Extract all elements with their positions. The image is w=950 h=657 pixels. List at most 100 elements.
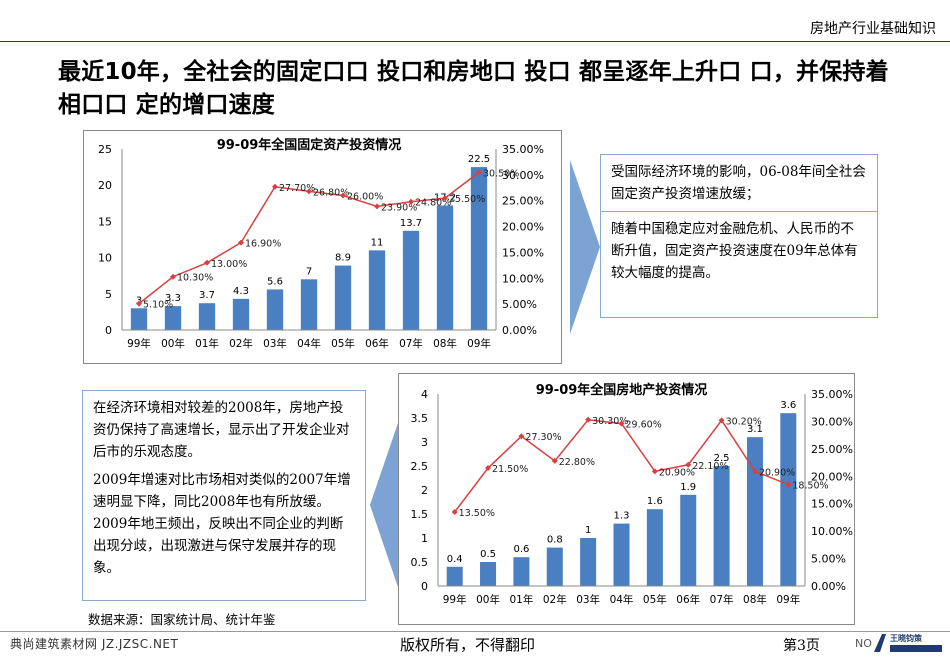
y-tick-label: 0 (421, 580, 428, 593)
bar-value-label: 11 (371, 237, 384, 248)
x-tick-label: 05年 (331, 337, 355, 350)
y-tick-label: 15 (98, 215, 112, 228)
x-tick-label: 03年 (263, 337, 287, 350)
x-tick-label: 02年 (229, 337, 253, 350)
bar-value-label: 0.5 (480, 549, 496, 560)
growth-value-label: 29.60% (626, 420, 662, 431)
bar (546, 547, 563, 586)
growth-value-label: 22.10% (692, 461, 728, 472)
bar-value-label: 1.6 (647, 496, 663, 507)
growth-point (618, 420, 625, 427)
x-tick-label: 08年 (433, 337, 457, 350)
growth-value-label: 23.90% (381, 202, 417, 213)
y-tick-label: 10 (98, 252, 112, 265)
bar-value-label: 7 (306, 266, 312, 277)
bar (232, 298, 250, 330)
y-tick-label: 0 (105, 324, 112, 337)
growth-point (374, 203, 380, 210)
note-top-2: 随着中国稳定应对金融危机、人民币的不断升值，固定资产投资速度在09年总体有较大幅… (611, 221, 858, 281)
bar-value-label: 3.6 (780, 400, 796, 411)
y2-tick-label: 25.00% (502, 195, 544, 208)
bar (300, 279, 318, 330)
y2-tick-label: 20.00% (811, 470, 853, 483)
growth-point (718, 417, 725, 424)
y-tick-label: 0.5 (411, 556, 429, 569)
x-tick-label: 99年 (127, 337, 151, 350)
arrow-left-icon (370, 417, 400, 593)
growth-value-label: 30.50% (483, 168, 519, 179)
fixed-investment-note: 受国际经济环境的影响，06-08年间全社会固定资产投资增速放缓； 随着中国稳定应… (600, 154, 878, 318)
bar (780, 413, 797, 586)
x-tick-label: 07年 (710, 593, 734, 606)
y-tick-label: 1 (421, 532, 428, 545)
growth-value-label: 21.50% (492, 464, 528, 475)
bar-value-label: 3.7 (199, 290, 215, 301)
y2-tick-label: 35.00% (502, 143, 544, 156)
growth-value-label: 20.90% (659, 467, 695, 478)
bar-value-label: 3.1 (747, 424, 763, 435)
bar-value-label: 0.8 (547, 535, 563, 546)
x-tick-label: 06年 (365, 337, 389, 350)
y2-tick-label: 10.00% (811, 525, 853, 538)
note-divider (601, 211, 877, 212)
bar (680, 494, 697, 586)
bar (613, 523, 630, 586)
y2-tick-label: 30.00% (811, 415, 853, 428)
y-tick-label: 2 (421, 484, 428, 497)
bar (580, 538, 597, 586)
bar (402, 230, 420, 330)
real-estate-chart-panel: 99-09年全国房地产投资情况 0 0.5 1 1.5 2 2.5 3 3.5 4 0.00% 5.0… (398, 373, 855, 625)
y2-tick-label: 15.00% (502, 246, 544, 259)
header-title: 房地产行业基础知识 (810, 21, 936, 37)
bar-value-label: 4.3 (233, 286, 249, 297)
bar (713, 466, 730, 586)
chart-title: 99-09年全国固定资产投资情况 (217, 137, 402, 153)
x-tick-label: 05年 (643, 593, 667, 606)
growth-point (476, 169, 482, 176)
fixed-investment-chart-panel: 99-09年全国固定资产投资情况 0 5 10 15 20 25 0.00% 5.00% 10.0… (83, 130, 562, 364)
y-tick-label: 3 (421, 436, 428, 449)
footer-copyright: 版权所有，不得翻印 (400, 636, 536, 654)
x-tick-label: 09年 (776, 593, 800, 606)
growth-value-label: 30.30% (592, 416, 628, 427)
y2-tick-label: 0.00% (811, 580, 846, 593)
bar (368, 250, 386, 330)
growth-value-label: 24.80% (415, 198, 451, 209)
footer-watermark: 典尚建筑素材网 JZ.JZSC.NET (10, 637, 179, 651)
bar-value-label: 2.5 (714, 453, 730, 464)
footer-no: NO (855, 637, 872, 650)
real-estate-note: 在经济环境相对较差的2008年，房地产投资仍保持了高速增长，显示出了开发企业对后… (82, 390, 366, 601)
bar-value-label: 3.3 (165, 293, 181, 304)
growth-point (238, 239, 244, 246)
growth-point (651, 468, 658, 475)
growth-value-label: 20.90% (759, 467, 795, 478)
bar-value-label: 1.9 (680, 482, 696, 493)
growth-point (451, 508, 458, 515)
bar-value-label: 22.5 (468, 154, 490, 165)
growth-point (272, 183, 278, 190)
growth-value-label: 18.50% (792, 481, 828, 492)
page-number: 第3页 (783, 638, 820, 654)
y-tick-label: 25 (98, 143, 112, 156)
x-tick-label: 06年 (676, 593, 700, 606)
y-tick-label: 3.5 (411, 412, 429, 425)
note-top-1: 受国际经济环境的影响，06-08年间全社会固定资产投资增速放缓； (611, 164, 866, 202)
note-bottom-2: 2009年增速对比市场相对类似的2007年增速明显下降，同比2008年也有所放缓… (93, 472, 351, 576)
bar-value-label: 0.4 (447, 554, 463, 565)
x-tick-label: 07年 (399, 337, 423, 350)
header-divider (0, 41, 950, 42)
growth-value-label: 27.70% (279, 183, 315, 194)
x-tick-label: 02年 (543, 593, 567, 606)
y2-tick-label: 5.00% (502, 298, 537, 311)
bar (130, 308, 148, 330)
growth-value-label: 30.20% (726, 416, 762, 427)
bar (746, 437, 763, 586)
y2-tick-label: 35.00% (811, 388, 853, 401)
growth-point (204, 259, 210, 266)
data-source: 数据来源：国家统计局、统计年鉴 (88, 612, 276, 627)
bar (436, 205, 454, 330)
fixed-investment-chart: 99-09年全国固定资产投资情况 0 5 10 15 20 25 0.00% 5.00% 10.0… (98, 137, 544, 350)
bar (266, 289, 284, 330)
bar (480, 562, 497, 586)
growth-point (136, 300, 142, 307)
